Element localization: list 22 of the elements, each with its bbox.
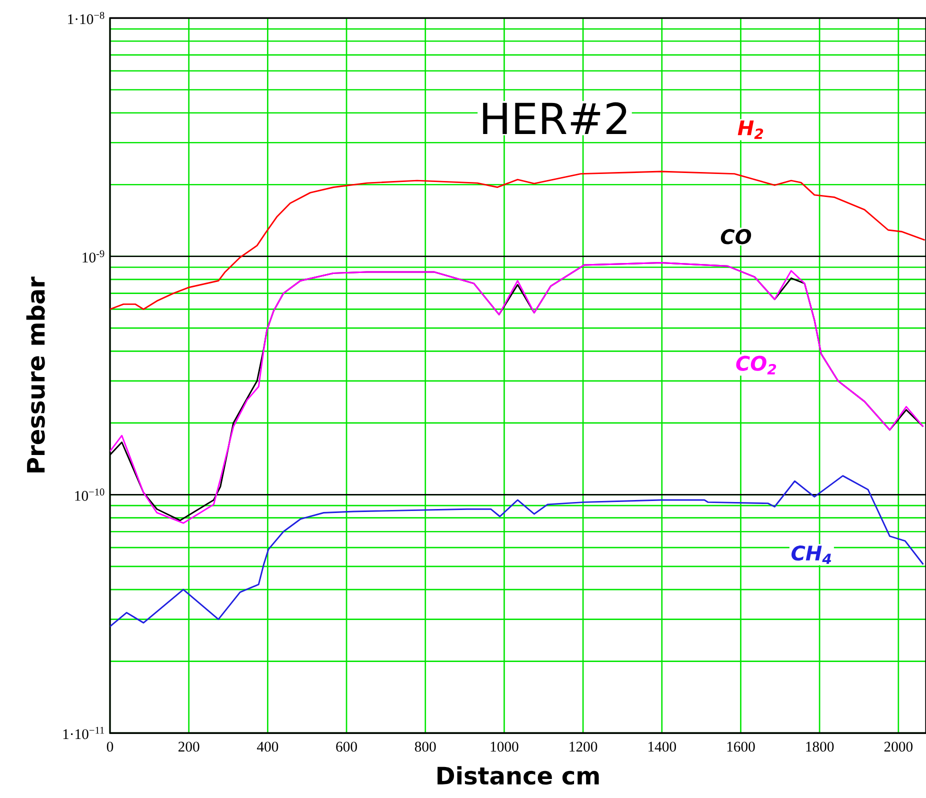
y-tick-label: 10$^{−10}$ [75,488,104,501]
text: CH$_{4}$ [792,545,832,564]
x-tick-label: 1000 [490,742,518,752]
series-label: CO [720,229,752,244]
text: HER#2 [483,102,626,134]
x-tick-label: 600 [336,742,357,752]
x-tick-label: 1800 [806,742,834,752]
y-tick-label: 1·10$^{−8}$ [68,12,104,24]
x-tick-label: 2000 [884,742,913,752]
x-tick-label: 1600 [727,742,755,752]
x-axis-title: Distance cm [438,766,599,785]
y-axis-title: Pressure mbar [26,276,45,472]
x-tick-label: 1200 [570,742,598,752]
x-tick-label: 400 [256,742,278,752]
x-tick-label: 200 [178,742,200,752]
y-tick-label: 10$^{-9}$ [82,250,104,262]
x-tick-label: 800 [414,742,436,752]
x-tick-label: 0 [106,742,114,752]
x-tick-label: 1400 [648,742,676,752]
text: CO$_{2}$ [736,356,776,374]
y-tick-label: 1·10$^{−11}$ [63,726,104,740]
series-label: H$_{2}$ [738,120,764,139]
